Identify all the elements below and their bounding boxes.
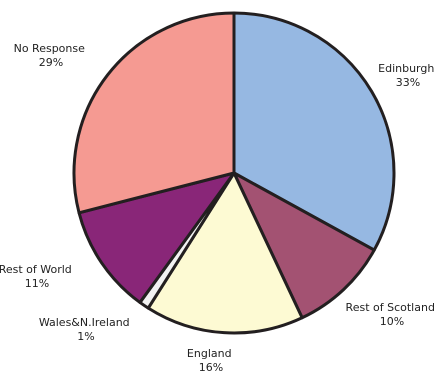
slice-label-rest-of-world: Rest of World 11% [0, 263, 75, 290]
slice-name-rest-of-world: Rest of World [0, 263, 72, 276]
pie-slices [72, 11, 396, 335]
slice-label-wales-n-ireland: Wales&N.Ireland 1% [39, 316, 133, 343]
slice-value-edinburgh: 33% [396, 76, 420, 89]
slice-name-wales-n-ireland: Wales&N.Ireland [39, 316, 130, 329]
slice-value-rest-of-scotland: 10% [380, 315, 404, 328]
pie-slice-rest-of-scotland [232, 171, 376, 320]
slice-name-rest-of-scotland: Rest of Scotland [346, 301, 435, 314]
slice-value-wales-n-ireland: 1% [77, 330, 94, 343]
slice-name-no-response: No Response [14, 42, 86, 55]
pie-slice-no-response [72, 11, 236, 215]
slice-label-no-response: No Response 29% [14, 42, 89, 69]
slice-value-rest-of-world: 11% [25, 277, 49, 290]
pie-slice-rest-of-world [77, 171, 236, 304]
slice-name-england: England [187, 347, 232, 360]
pie-slice-edinburgh [232, 11, 396, 252]
slice-name-edinburgh: Edinburgh [378, 62, 434, 75]
slice-value-no-response: 29% [39, 56, 63, 69]
slice-value-england: 16% [199, 361, 223, 374]
slice-label-rest-of-scotland: Rest of Scotland 10% [346, 301, 439, 328]
slice-label-england: England 16% [187, 347, 235, 374]
slice-label-edinburgh: Edinburgh 33% [378, 62, 438, 89]
pie-slice-england [146, 171, 304, 335]
